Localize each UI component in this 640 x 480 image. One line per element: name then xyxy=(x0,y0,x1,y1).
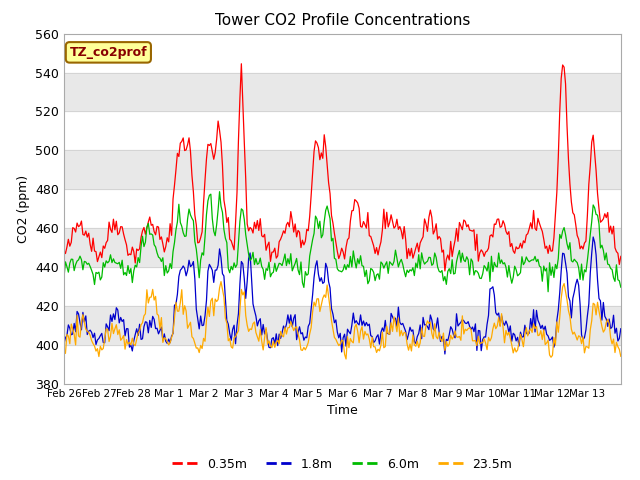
Y-axis label: CO2 (ppm): CO2 (ppm) xyxy=(17,175,29,243)
X-axis label: Time: Time xyxy=(327,405,358,418)
Bar xyxy=(64,306,621,345)
Text: TZ_co2prof: TZ_co2prof xyxy=(70,46,147,59)
Bar xyxy=(64,72,621,111)
Bar xyxy=(64,228,621,267)
Legend: 0.35m, 1.8m, 6.0m, 23.5m: 0.35m, 1.8m, 6.0m, 23.5m xyxy=(167,453,518,476)
Bar xyxy=(64,150,621,189)
Title: Tower CO2 Profile Concentrations: Tower CO2 Profile Concentrations xyxy=(214,13,470,28)
